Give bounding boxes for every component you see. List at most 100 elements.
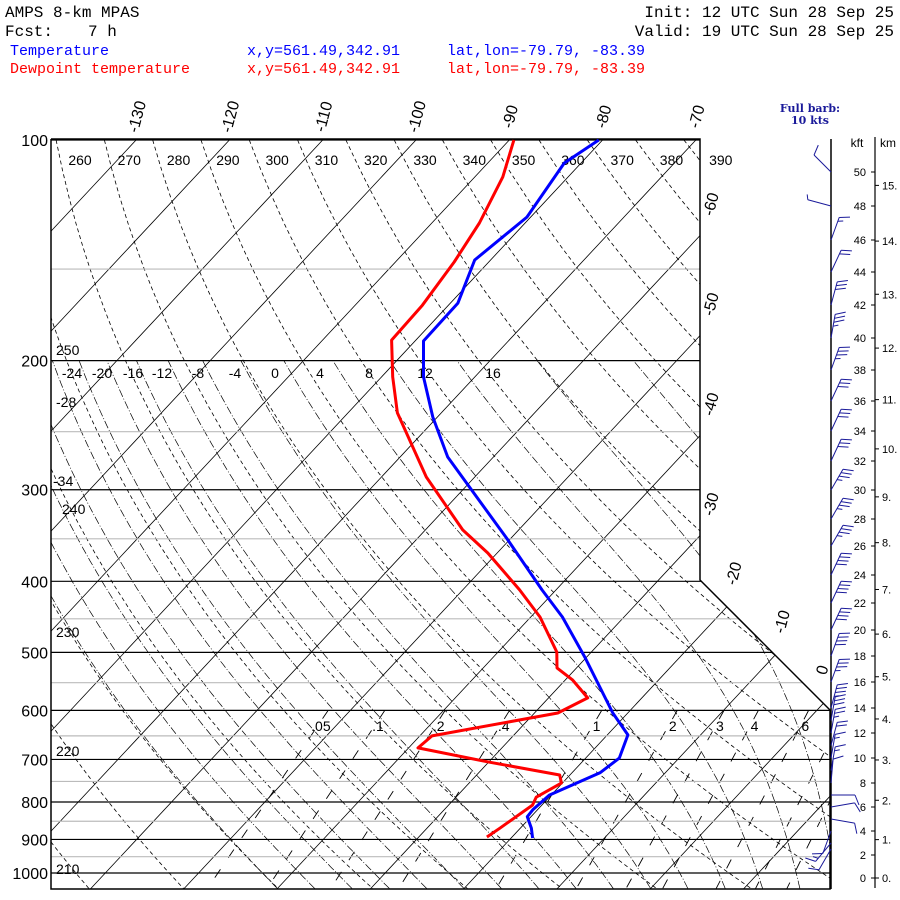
init-time: Init: 12 UTC Sun 28 Sep 25 (644, 4, 894, 22)
barb-full (854, 794, 860, 806)
isotherm-line (276, 139, 830, 889)
barb-full (834, 710, 846, 714)
barb-full (841, 438, 852, 441)
moist-adiabat-label: -28 (56, 394, 76, 410)
barb-full (837, 720, 848, 723)
barb-full (838, 531, 850, 535)
isotherm-label: -60 (700, 191, 722, 218)
dry-adiabat-label: 340 (463, 152, 487, 168)
frame-border (50, 138, 831, 890)
kft-label: kft (851, 136, 864, 150)
barb-full (840, 472, 852, 475)
isotherm-line (183, 139, 830, 889)
dry-adiabat-label: 250 (56, 342, 80, 358)
dry-adiabat-label: 300 (265, 152, 289, 168)
moist-adiabat-label: -8 (192, 365, 205, 381)
isotherm-label: -110 (312, 100, 336, 134)
dry-adiabat-line (442, 139, 830, 889)
moist-adiabat-line (202, 360, 614, 889)
barb-full (839, 442, 851, 444)
barb-full (805, 857, 816, 862)
barb-full (836, 618, 847, 621)
dry-adiabat-label: 240 (62, 501, 86, 517)
km-tick-label: 0. (882, 873, 891, 885)
dry-adiabat-line (51, 139, 374, 889)
wind-barb (830, 683, 848, 709)
dry-adiabat-label: 230 (56, 624, 80, 640)
dry-adiabat-line (152, 139, 752, 889)
mixing-ratio-label: .05 (311, 718, 331, 734)
wind-barb (831, 794, 860, 806)
moist-adiabat-label: -12 (152, 365, 172, 381)
mixing-ratio-line (330, 710, 446, 889)
moist-adiabat-line (52, 360, 427, 889)
wind-barb (830, 802, 861, 813)
barb-full (835, 287, 846, 291)
axis-labels: .05.1.2.4 1 2 3 4 610020030040050060070080090… (12, 99, 832, 883)
isotherm-label: -120 (219, 99, 244, 134)
km-tick-label: 12. (882, 343, 897, 355)
wind-barb (830, 249, 852, 273)
forecast-label: Fcst: (5, 23, 54, 41)
chart-frame (50, 138, 832, 890)
dewpoint-trace (390, 139, 590, 839)
wind-barb (830, 607, 852, 631)
km-tick-label: 5. (882, 672, 891, 684)
barb-full (854, 823, 858, 834)
km-tick-label: 13. (882, 289, 897, 301)
moist-adiabat-line (746, 360, 830, 889)
dry-adiabat-label: 370 (611, 152, 635, 168)
forecast-hour: 7 h (88, 23, 117, 41)
kft-tick-label: 10 (854, 753, 866, 765)
kft-tick-label: 20 (854, 625, 866, 637)
barb-key-line2: 10 kts (790, 114, 830, 127)
wind-barb (830, 280, 848, 306)
dry-adiabat-label: 270 (118, 152, 142, 168)
isotherm-line (51, 139, 511, 889)
barb-half (836, 479, 843, 481)
moist-adiabat-line (332, 360, 726, 889)
barb-staff (830, 608, 842, 631)
barb-full (837, 587, 849, 590)
moist-adiabat-label: 0 (271, 365, 279, 381)
km-tick-label: 2. (882, 795, 891, 807)
dry-adiabat-line (55, 139, 563, 889)
barb-full (842, 468, 854, 472)
mixing-ratio-line (715, 710, 809, 889)
barb-staff (830, 802, 855, 808)
kft-tick-label: 40 (854, 333, 866, 345)
kft-tick-label: 6 (860, 802, 866, 814)
km-tick-label: 7. (882, 584, 891, 596)
kft-tick-label: 8 (860, 778, 866, 790)
isotherm-label: -130 (125, 99, 150, 134)
mixing-ratio-label: 3 (716, 718, 724, 734)
barb-key-line1: Full barb: (779, 102, 841, 115)
barb-full (808, 867, 820, 871)
barb-staff (807, 199, 832, 207)
barb-full (834, 315, 846, 319)
km-tick-label: 9. (882, 492, 891, 504)
kft-tick-label: 12 (854, 728, 866, 740)
km-tick-label: 1. (882, 835, 891, 847)
mixing-ratio-label: 6 (801, 718, 809, 734)
wind-barb (830, 378, 852, 402)
kft-tick-label: 48 (854, 201, 866, 213)
isotherm-label: -10 (772, 608, 794, 635)
isotherm-label: -40 (700, 391, 722, 418)
temperature-trace (422, 138, 630, 839)
barb-full (836, 283, 847, 287)
barb-staff (830, 439, 842, 462)
mixing-ratio-line (755, 710, 830, 889)
wind-barb (830, 706, 846, 734)
background-grid (51, 139, 830, 889)
isotherm-label: -100 (405, 99, 430, 134)
kft-tick-label: 32 (854, 456, 866, 468)
barb-full (836, 563, 847, 566)
wind-barb (830, 755, 844, 784)
km-tick-label: 6. (882, 629, 891, 641)
barb-full (839, 584, 851, 586)
kft-tick-label: 36 (854, 396, 866, 408)
wind-barb (830, 580, 852, 604)
pressure-tick-label: 1000 (12, 866, 48, 883)
barb-staff (830, 581, 842, 604)
